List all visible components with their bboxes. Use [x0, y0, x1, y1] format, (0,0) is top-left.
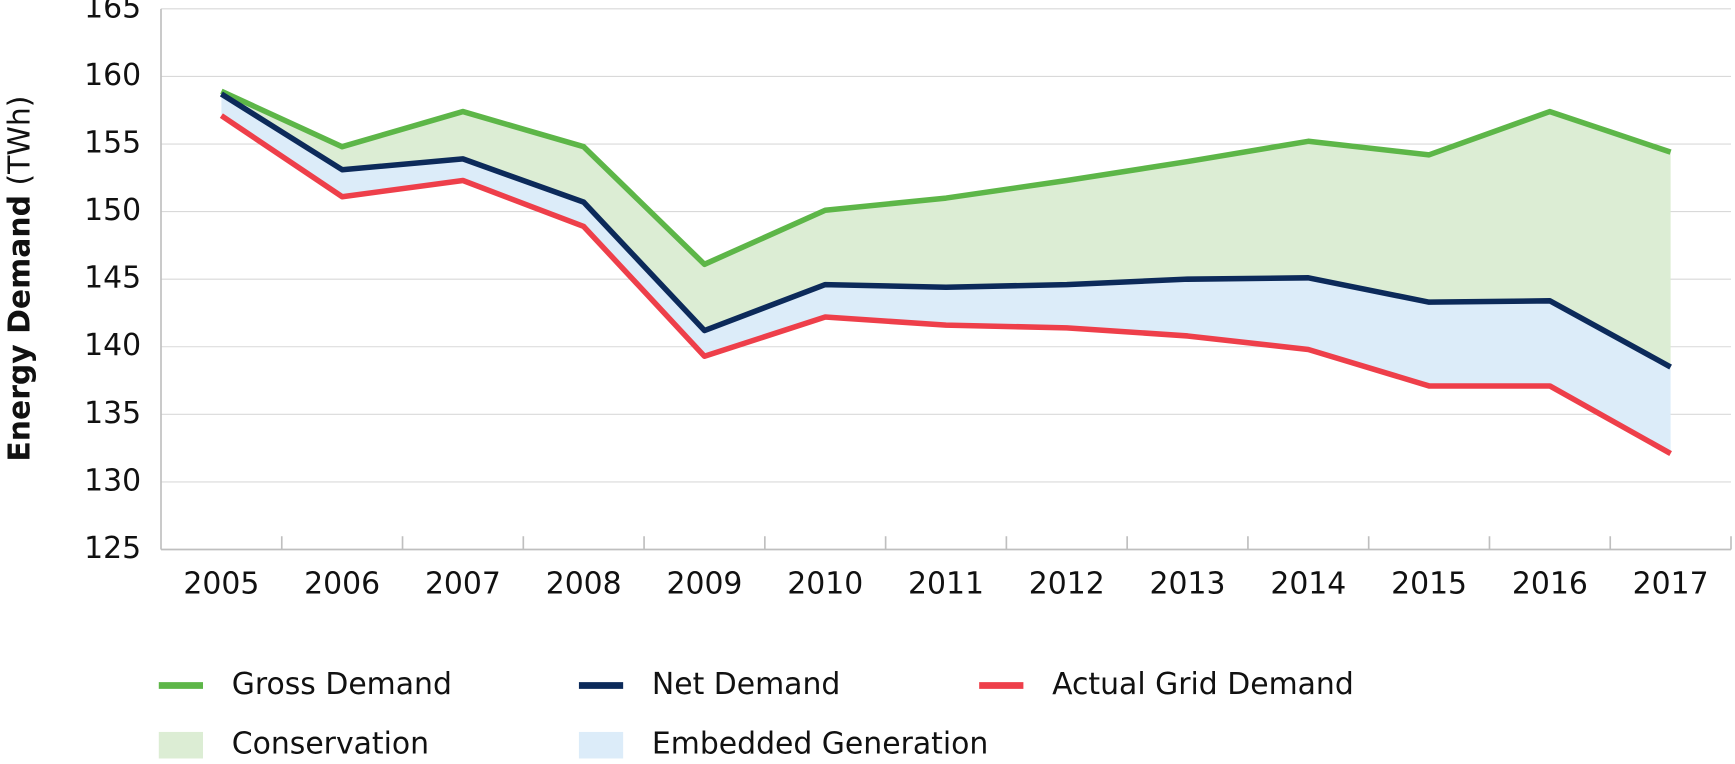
x-tick-label: 2007	[425, 566, 501, 601]
y-tick-label: 135	[84, 396, 141, 431]
x-tick-label: 2014	[1270, 566, 1346, 601]
y-tick-label: 145	[84, 261, 141, 296]
x-tick-label: 2016	[1512, 566, 1588, 601]
x-tick-label: 2009	[666, 566, 742, 601]
x-tick-label: 2015	[1391, 566, 1467, 601]
legend-label: Net Demand	[652, 667, 840, 702]
y-tick-label: 130	[84, 463, 141, 498]
y-tick-label: 160	[84, 58, 141, 93]
x-tick-label: 2013	[1150, 566, 1226, 601]
x-tick-label: 2006	[304, 566, 380, 601]
legend-swatch	[578, 731, 624, 759]
x-tick-label: 2011	[908, 566, 984, 601]
series-line	[219, 91, 1672, 370]
legend-swatch	[158, 731, 204, 759]
y-tick-label: 150	[84, 193, 141, 228]
x-tick-label: 2017	[1633, 566, 1709, 601]
x-tick-label: 2012	[1029, 566, 1105, 601]
legend-label: Actual Grid Demand	[1052, 667, 1354, 702]
x-tick-label: 2010	[787, 566, 863, 601]
series-line	[219, 113, 1672, 456]
x-tick-label: 2008	[546, 566, 622, 601]
y-label: Energy Demand	[2, 195, 37, 462]
x-tick-label: 2005	[183, 566, 259, 601]
legend-label: Conservation	[232, 727, 429, 762]
legend-label: Gross Demand	[232, 667, 452, 702]
series-line	[220, 88, 1672, 268]
y-tick-label: 155	[84, 126, 141, 161]
y-axis-label: Energy Demand (TWh)	[2, 96, 37, 462]
legend-label: Embedded Generation	[652, 727, 988, 762]
y-unit: (TWh)	[2, 96, 37, 186]
y-tick-label: 140	[84, 328, 141, 363]
y-tick-label: 165	[84, 0, 141, 25]
conservation-area	[221, 91, 1671, 368]
y-tick-label: 125	[84, 531, 141, 566]
